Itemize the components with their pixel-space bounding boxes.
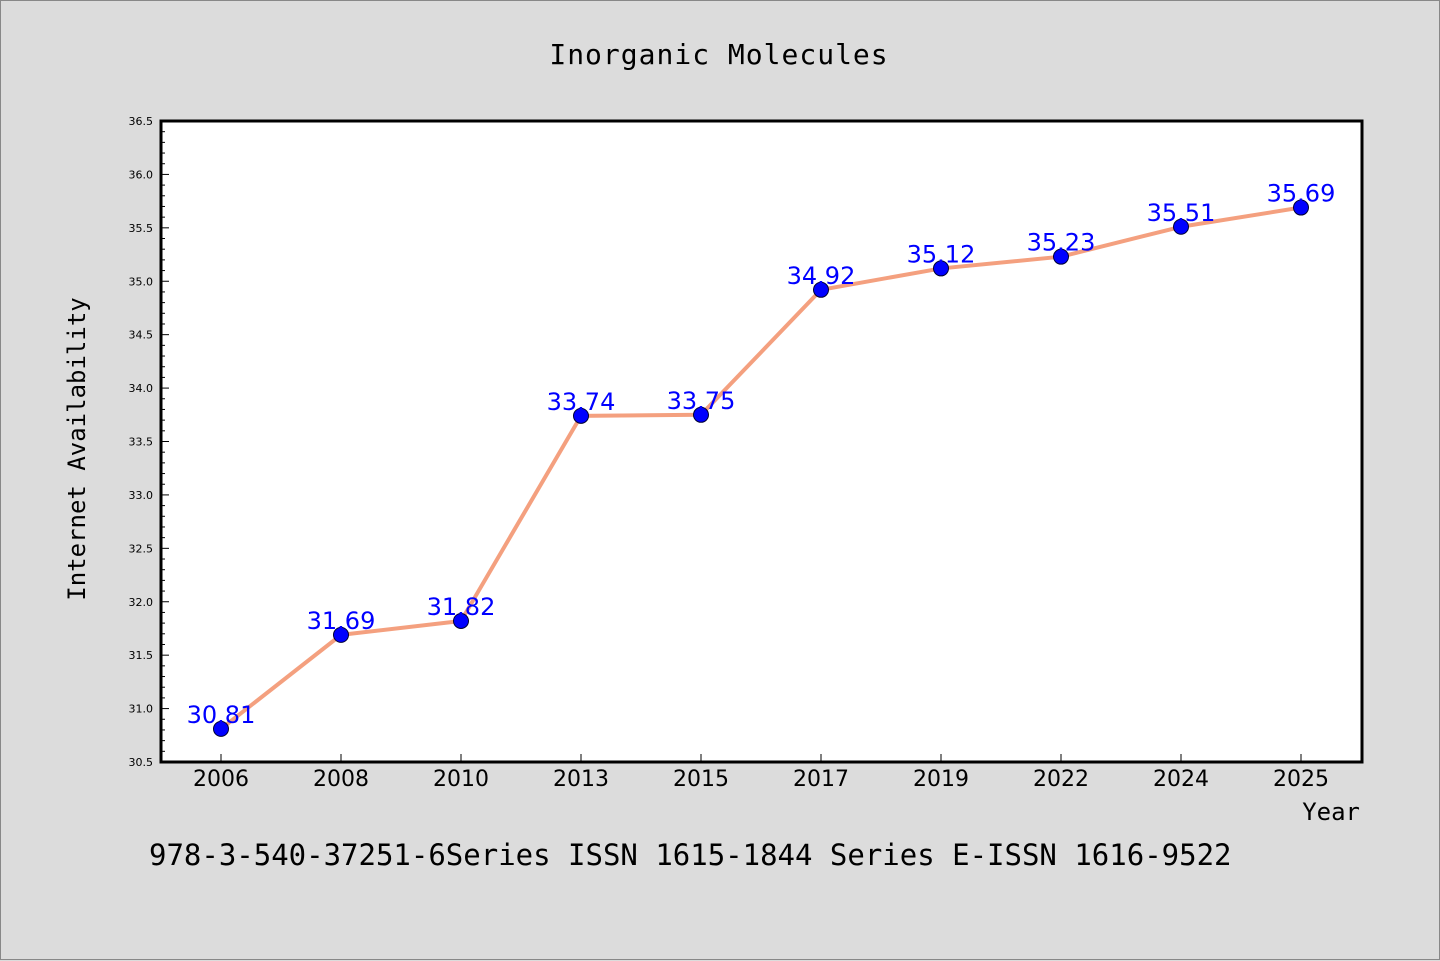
data-point-marker xyxy=(1173,218,1189,235)
data-point-marker xyxy=(213,720,229,737)
data-label: 33.74 xyxy=(547,388,616,416)
y-tick-label: 30.5 xyxy=(129,756,154,769)
x-tick-label: 2019 xyxy=(913,767,969,792)
x-tick-label: 2024 xyxy=(1153,767,1209,792)
y-tick-label: 32.5 xyxy=(129,542,154,555)
data-label: 35.69 xyxy=(1267,180,1336,208)
data-label: 30.81 xyxy=(187,701,256,729)
data-label: 35.23 xyxy=(1027,229,1096,257)
data-point-marker xyxy=(933,260,949,277)
x-axis: 2006 2008 2010 2013 2015 2017 2019 2022 2024 2025 xyxy=(193,754,1329,792)
footer-text: 978-3-540-37251-6Series ISSN 1615-1844 S… xyxy=(149,838,1232,872)
data-point-marker xyxy=(333,626,349,643)
data-label: 35.12 xyxy=(907,240,976,268)
data-point-marker xyxy=(453,612,469,629)
marker-group xyxy=(213,199,1309,737)
x-tick-label: 2013 xyxy=(553,767,609,792)
data-label: 31.82 xyxy=(427,593,496,621)
y-tick-label: 35.0 xyxy=(129,275,154,288)
data-point-marker xyxy=(1053,248,1069,265)
x-tick-label: 2010 xyxy=(433,767,489,792)
y-tick-label: 36.0 xyxy=(129,168,154,181)
x-tick-label: 2025 xyxy=(1273,767,1329,792)
data-point-marker xyxy=(573,407,589,424)
y-tick-label: 34.0 xyxy=(129,382,154,395)
x-tick-label: 2017 xyxy=(793,767,849,792)
x-tick-label: 2015 xyxy=(673,767,729,792)
plot-area xyxy=(159,119,1364,764)
x-tick-label: 2022 xyxy=(1033,767,1089,792)
y-tick-label: 36.5 xyxy=(129,115,154,128)
y-tick-label: 33.0 xyxy=(129,489,154,502)
data-label: 35.51 xyxy=(1147,199,1216,227)
y-tick-label: 32.0 xyxy=(129,596,154,609)
data-label: 31.69 xyxy=(307,607,376,635)
y-axis-title: Internet Availability xyxy=(63,297,91,600)
data-label: 34.92 xyxy=(787,262,856,290)
x-tick-label: 2006 xyxy=(193,767,249,792)
series-line-group xyxy=(219,205,1302,731)
y-tick-label: 31.0 xyxy=(129,703,154,716)
x-tick-label: 2008 xyxy=(313,767,369,792)
y-tick-label: 31.5 xyxy=(129,649,154,662)
data-point-marker xyxy=(693,406,709,423)
data-label: 33.75 xyxy=(667,387,736,415)
y-tick-label: 33.5 xyxy=(129,436,154,449)
data-point-marker xyxy=(813,281,829,298)
data-point-marker xyxy=(1293,199,1309,216)
series-line xyxy=(219,205,1302,731)
y-tick-label: 35.5 xyxy=(129,222,154,235)
x-axis-title: Year xyxy=(1302,798,1360,826)
y-tick-label: 34.5 xyxy=(129,329,154,342)
chart-title: Inorganic Molecules xyxy=(549,38,888,71)
y-axis: 30.5 31.0 31.5 32.0 32.5 33.0 33.5 34.0 34.5 35.0… xyxy=(129,115,169,769)
data-label-group: 30.81 31.69 31.82 33.74 33.75 34.92 35.12 35.23… xyxy=(187,180,1336,729)
